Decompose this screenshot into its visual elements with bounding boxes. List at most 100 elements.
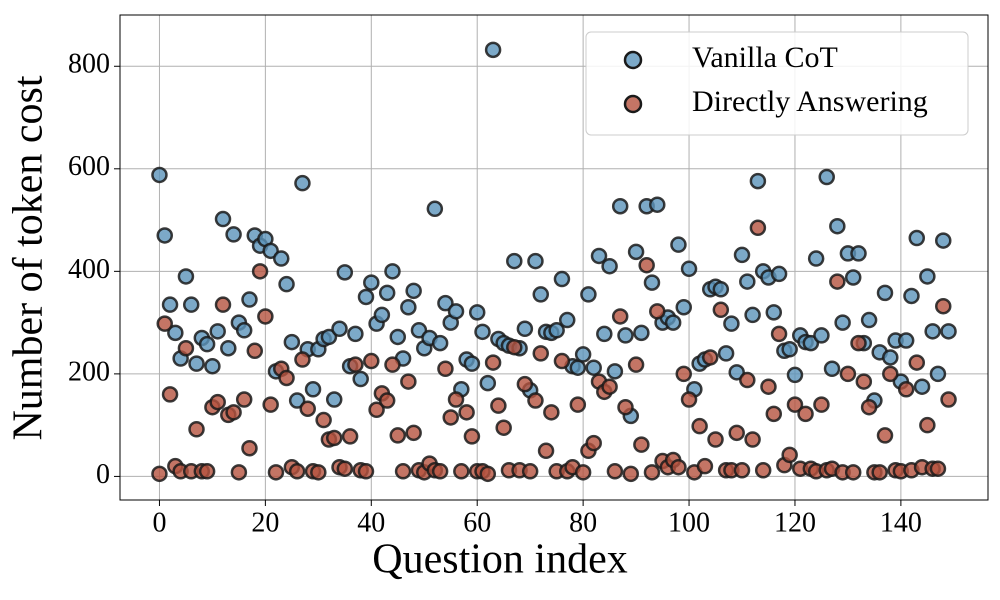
point: [347, 356, 364, 373]
point: [198, 335, 216, 353]
point: [882, 365, 899, 383]
point: [235, 391, 253, 408]
point: [611, 308, 629, 325]
x-tick-label: 140: [880, 507, 922, 538]
point: [643, 464, 661, 481]
point: [717, 345, 735, 362]
point: [220, 339, 237, 357]
point: [558, 311, 576, 329]
point: [691, 417, 708, 435]
point: [733, 246, 751, 264]
point: [649, 303, 666, 320]
point: [267, 464, 285, 481]
point: [357, 463, 375, 480]
point: [601, 257, 618, 275]
point: [405, 424, 422, 442]
point: [161, 296, 179, 313]
point: [924, 323, 941, 340]
point: [606, 363, 624, 380]
point: [479, 465, 497, 483]
point: [585, 434, 602, 452]
point: [336, 264, 354, 281]
point: [569, 359, 587, 376]
point: [151, 166, 168, 184]
point: [437, 294, 454, 312]
point: [760, 378, 777, 395]
point: [225, 404, 242, 421]
point: [357, 288, 375, 306]
point: [241, 291, 258, 308]
point: [601, 378, 618, 395]
point: [765, 304, 783, 321]
point: [368, 401, 385, 419]
point: [363, 274, 380, 291]
point: [484, 41, 502, 59]
legend-marker: [623, 50, 643, 70]
point: [437, 360, 454, 378]
point: [553, 352, 571, 370]
point: [929, 460, 947, 477]
point: [209, 393, 226, 411]
point: [813, 327, 830, 344]
point: [627, 243, 645, 261]
point: [490, 397, 507, 414]
point: [913, 378, 931, 395]
point: [278, 275, 295, 293]
point: [431, 463, 449, 480]
point: [177, 268, 195, 285]
point: [728, 424, 745, 442]
point: [871, 464, 888, 481]
y-tick-label: 800: [68, 49, 110, 80]
point: [876, 284, 894, 302]
point: [548, 322, 565, 339]
point: [829, 273, 846, 290]
point: [860, 311, 878, 329]
point: [182, 296, 200, 313]
point: [257, 308, 274, 325]
point: [468, 304, 486, 321]
point: [638, 256, 655, 274]
point: [209, 323, 226, 340]
point: [897, 332, 915, 349]
point: [617, 327, 634, 344]
x-tick-label: 20: [251, 507, 279, 538]
point: [378, 392, 396, 409]
point: [712, 281, 730, 298]
point: [723, 315, 740, 332]
point: [151, 465, 168, 483]
point: [161, 386, 179, 403]
point: [288, 392, 306, 409]
point: [384, 356, 401, 373]
point: [839, 365, 857, 383]
point: [664, 314, 682, 331]
point: [675, 298, 692, 316]
point: [680, 391, 698, 408]
point: [850, 245, 867, 262]
point: [378, 284, 396, 302]
point: [844, 464, 862, 481]
point: [426, 200, 444, 218]
point: [341, 428, 359, 445]
point: [299, 400, 316, 417]
point: [850, 334, 867, 352]
point: [649, 196, 666, 213]
point: [521, 463, 539, 480]
point: [897, 381, 915, 398]
point: [447, 303, 465, 320]
point: [310, 464, 327, 481]
point: [574, 464, 592, 481]
point: [633, 324, 650, 342]
y-axis-label: Number of token cost: [6, 75, 52, 440]
point: [643, 274, 661, 291]
point: [569, 396, 587, 413]
point: [770, 265, 788, 283]
point: [400, 373, 417, 390]
point: [230, 464, 248, 481]
point: [754, 462, 772, 479]
point: [712, 301, 730, 319]
legend-label: Directly Answering: [692, 85, 928, 118]
point: [495, 419, 512, 436]
point: [585, 359, 602, 376]
point: [574, 346, 592, 363]
point: [156, 227, 174, 244]
